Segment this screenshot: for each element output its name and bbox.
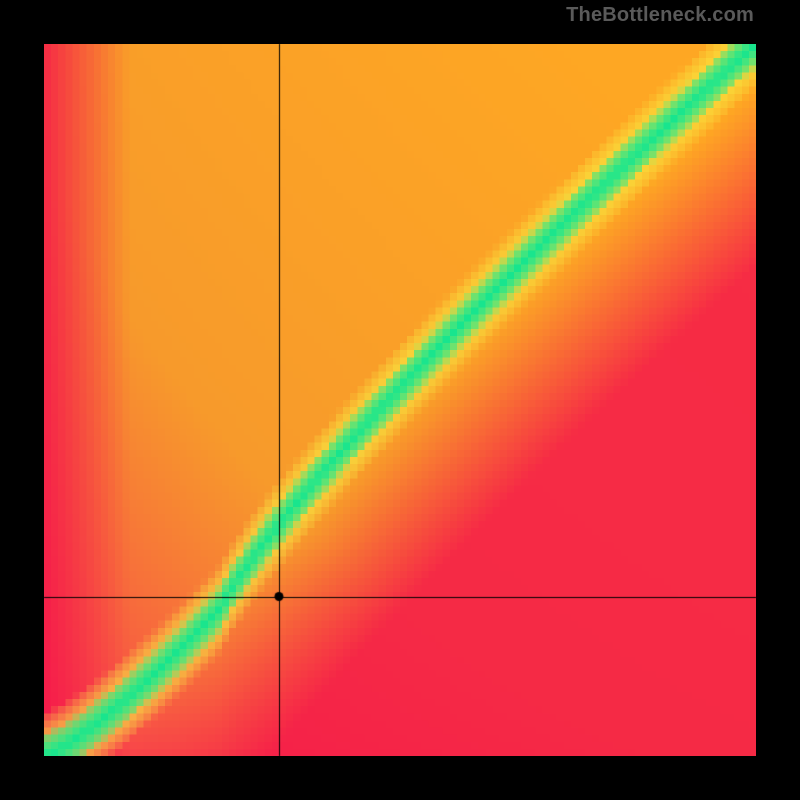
watermark-text: TheBottleneck.com (566, 4, 754, 27)
chart-container: TheBottleneck.com (0, 0, 800, 800)
crosshair-canvas (0, 0, 800, 800)
